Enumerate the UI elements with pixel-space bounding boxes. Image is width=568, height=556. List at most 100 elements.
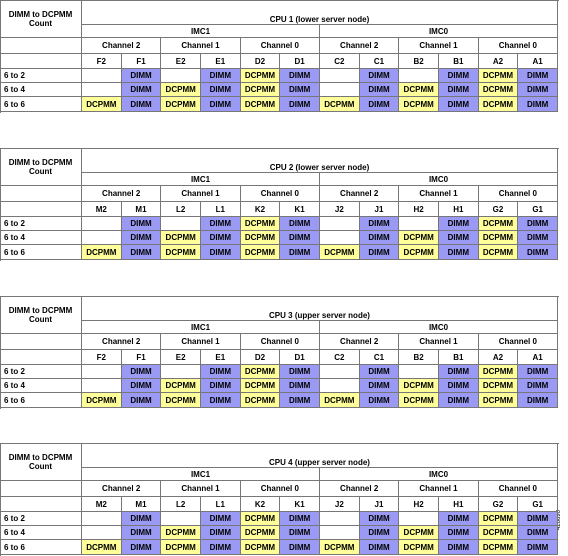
- channel-header: Channel 0: [478, 186, 558, 202]
- channel-header: Channel 0: [478, 481, 558, 497]
- module-cell: DCPMM: [478, 245, 519, 260]
- table: DIMM to DCPMM Count CPU 4 (upper server n…: [0, 443, 559, 556]
- module-cell: DCPMM: [478, 393, 519, 408]
- channel-header: Channel 2: [82, 38, 162, 54]
- module-cell: DCPMM: [240, 540, 281, 555]
- module-cell: DIMM: [121, 245, 162, 260]
- module-cell: DIMM: [518, 97, 558, 112]
- slot-header: L1: [201, 202, 241, 217]
- row-label: 6 to 2: [0, 365, 82, 379]
- module-cell: DIMM: [121, 393, 162, 408]
- empty-cell: [0, 334, 82, 350]
- module-cell: DCPMM: [240, 245, 281, 260]
- row-label: 6 to 6: [0, 540, 82, 555]
- module-cell: DIMM: [201, 365, 241, 379]
- empty-cell: [320, 69, 360, 83]
- module-cell: DIMM: [201, 217, 241, 231]
- channel-header: Channel 1: [399, 186, 479, 202]
- slot-header: F2: [82, 350, 122, 365]
- channel-header: Channel 2: [320, 38, 400, 54]
- module-cell: DCPMM: [478, 97, 519, 112]
- slot-header: J1: [359, 202, 400, 217]
- slot-header: L1: [201, 497, 241, 512]
- module-cell: DIMM: [359, 217, 400, 231]
- channel-header: Channel 1: [161, 481, 241, 497]
- slot-header: M1: [121, 202, 162, 217]
- module-cell: DIMM: [201, 379, 241, 393]
- table-title: CPU 3 (upper server node): [82, 296, 558, 321]
- module-cell: DCPMM: [478, 83, 519, 97]
- slot-header: B2: [399, 350, 439, 365]
- empty-cell: [320, 217, 360, 231]
- slot-header: A1: [518, 54, 558, 69]
- module-cell: DIMM: [518, 540, 558, 555]
- module-cell: DIMM: [121, 526, 162, 540]
- slot-header: C2: [320, 350, 360, 365]
- imc-header: IMC1: [82, 25, 320, 38]
- module-cell: DIMM: [280, 540, 320, 555]
- slot-header: F2: [82, 54, 122, 69]
- module-cell: DCPMM: [399, 540, 439, 555]
- channel-header: Channel 1: [399, 481, 479, 497]
- imc-header: IMC1: [82, 321, 320, 334]
- module-cell: DIMM: [359, 393, 400, 408]
- module-cell: DIMM: [121, 83, 162, 97]
- row-label: 6 to 2: [0, 512, 82, 526]
- slot-header: G2: [478, 497, 519, 512]
- empty-cell: [320, 379, 360, 393]
- slot-header: M2: [82, 497, 122, 512]
- module-cell: DIMM: [280, 365, 320, 379]
- table: DIMM to DCPMM Count CPU 2 (lower server n…: [0, 148, 559, 261]
- channel-header: Channel 2: [320, 481, 400, 497]
- slot-header: J2: [320, 202, 360, 217]
- module-cell: DIMM: [439, 365, 479, 379]
- empty-cell: [0, 38, 82, 54]
- module-cell: DIMM: [359, 365, 400, 379]
- empty-cell: [0, 350, 82, 365]
- empty-cell: [399, 217, 439, 231]
- module-cell: DIMM: [121, 231, 162, 245]
- module-cell: DIMM: [359, 526, 400, 540]
- module-cell: DCPMM: [399, 83, 439, 97]
- empty-cell: [399, 365, 439, 379]
- module-cell: DIMM: [439, 393, 479, 408]
- module-cell: DIMM: [518, 526, 558, 540]
- module-cell: DCPMM: [161, 393, 201, 408]
- row-label: 6 to 4: [0, 83, 82, 97]
- module-cell: DCPMM: [399, 379, 439, 393]
- empty-cell: [0, 497, 82, 512]
- slot-header: A1: [518, 350, 558, 365]
- slot-header: E1: [201, 350, 241, 365]
- empty-cell: [0, 186, 82, 202]
- empty-cell: [82, 231, 122, 245]
- module-cell: DCPMM: [320, 540, 360, 555]
- channel-header: Channel 0: [240, 38, 320, 54]
- module-cell: DIMM: [439, 540, 479, 555]
- channel-header: Channel 0: [478, 334, 558, 350]
- slot-header: E1: [201, 54, 241, 69]
- module-cell: DCPMM: [240, 365, 281, 379]
- slot-header: M2: [82, 202, 122, 217]
- slot-header: H2: [399, 202, 439, 217]
- empty-cell: [161, 512, 201, 526]
- module-cell: DIMM: [359, 69, 400, 83]
- module-cell: DIMM: [439, 69, 479, 83]
- module-cell: DIMM: [439, 231, 479, 245]
- empty-cell: [82, 365, 122, 379]
- row-label: 6 to 6: [0, 245, 82, 260]
- slot-header: K2: [240, 202, 281, 217]
- row-label: 6 to 4: [0, 231, 82, 245]
- module-cell: DIMM: [201, 97, 241, 112]
- module-cell: DIMM: [518, 365, 558, 379]
- table: DIMM to DCPMM Count CPU 1 (lower server n…: [0, 0, 559, 113]
- module-cell: DCPMM: [161, 83, 201, 97]
- empty-cell: [82, 69, 122, 83]
- module-cell: DIMM: [280, 217, 320, 231]
- module-cell: DIMM: [518, 231, 558, 245]
- channel-header: Channel 0: [478, 38, 558, 54]
- imc-header: IMC1: [82, 468, 320, 481]
- module-cell: DIMM: [280, 97, 320, 112]
- empty-cell: [320, 526, 360, 540]
- module-cell: DCPMM: [240, 69, 281, 83]
- module-cell: DCPMM: [478, 217, 519, 231]
